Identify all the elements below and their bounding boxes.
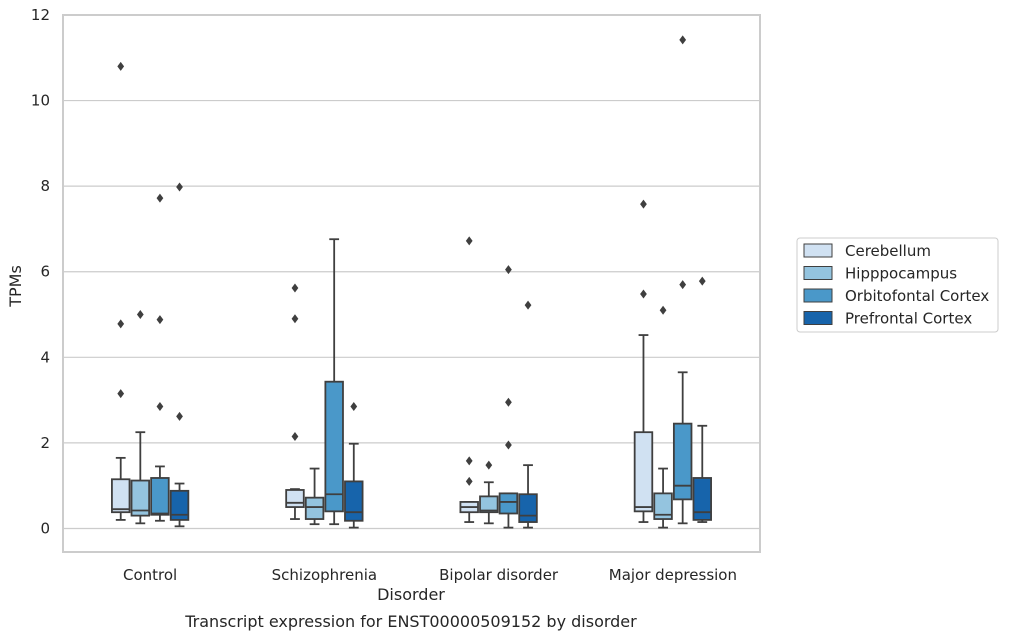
gridlines xyxy=(63,14,760,530)
box xyxy=(169,489,190,521)
box-group xyxy=(518,300,538,529)
box xyxy=(479,495,499,514)
box xyxy=(304,496,325,520)
box xyxy=(130,479,151,517)
outlier-point xyxy=(156,193,164,203)
outlier-point xyxy=(465,236,473,246)
legend-label: Cerebellum xyxy=(845,242,931,260)
y-axis-ticks: 0 2 4 6 8 10 12 xyxy=(31,6,50,537)
outlier-point xyxy=(659,305,667,315)
outlier-point xyxy=(679,280,687,290)
outlier-point xyxy=(505,265,512,275)
outlier-point xyxy=(156,315,164,325)
outlier-point xyxy=(350,402,358,412)
legend-label: Prefrontal Cortex xyxy=(845,310,972,328)
box xyxy=(633,431,654,513)
box-group xyxy=(633,199,654,523)
box-group xyxy=(459,236,479,523)
legend-swatch xyxy=(803,288,833,303)
outlier-point xyxy=(291,431,299,441)
outlier-point xyxy=(136,310,144,320)
legend-swatch xyxy=(803,311,833,325)
y-tick-label: 12 xyxy=(31,6,50,24)
y-tick-label: 6 xyxy=(40,263,50,281)
x-tick-label: Schizophrenia xyxy=(272,566,377,584)
chart-title: Transcript expression for ENST0000050915… xyxy=(184,612,637,631)
outlier-point xyxy=(640,289,647,299)
y-tick-label: 8 xyxy=(40,177,50,195)
box xyxy=(692,477,712,521)
x-axis-ticks: Control Schizophrenia Bipolar disorder Majo… xyxy=(123,566,737,584)
outlier-point xyxy=(698,276,706,286)
y-tick-label: 10 xyxy=(31,92,50,110)
outlier-point xyxy=(679,35,687,45)
box xyxy=(285,489,305,508)
outlier-point xyxy=(640,199,647,209)
outlier-point xyxy=(176,182,183,192)
legend-frame xyxy=(796,237,999,333)
box-group xyxy=(130,310,151,525)
y-axis-label: TPMs xyxy=(6,265,25,308)
outlier-point xyxy=(176,411,183,421)
outlier-point xyxy=(505,440,512,450)
box-group xyxy=(169,182,190,528)
box-group xyxy=(653,305,673,529)
outlier-point xyxy=(156,402,164,412)
box xyxy=(518,493,538,523)
box xyxy=(111,478,131,514)
legend: Cerebellum Hipppocampus Orbitofontal Corte… xyxy=(796,237,999,333)
legend-label: Orbitofontal Cortex xyxy=(845,287,989,305)
box-group xyxy=(111,61,131,521)
outlier-point xyxy=(505,397,512,407)
box-group xyxy=(324,238,344,526)
box xyxy=(344,480,364,522)
x-axis-label: Disorder xyxy=(377,585,445,604)
box xyxy=(672,422,693,501)
box-group xyxy=(304,467,325,526)
outlier-point xyxy=(117,389,125,399)
box-group xyxy=(344,402,364,529)
legend-swatch xyxy=(803,243,833,258)
x-tick-label: Bipolar disorder xyxy=(439,566,559,584)
legend-swatch xyxy=(803,266,833,280)
x-tick-label: Control xyxy=(123,566,177,584)
box-plot-series xyxy=(111,35,712,529)
box-group xyxy=(498,265,519,529)
outlier-point xyxy=(291,283,299,293)
outlier-point xyxy=(291,314,299,324)
outlier-point xyxy=(485,460,493,470)
outlier-point xyxy=(465,456,473,466)
x-tick-label: Major depression xyxy=(609,566,737,584)
box xyxy=(653,492,673,520)
box-group xyxy=(150,193,170,522)
y-tick-label: 4 xyxy=(40,348,50,366)
box-group xyxy=(672,35,693,525)
y-tick-label: 2 xyxy=(40,434,50,452)
box xyxy=(150,477,170,516)
box xyxy=(498,492,519,515)
outlier-point xyxy=(117,319,125,329)
box-group xyxy=(285,283,305,520)
legend-label: Hipppocampus xyxy=(845,265,957,283)
outlier-point xyxy=(465,476,473,486)
outlier-point xyxy=(524,300,532,310)
box xyxy=(324,380,344,513)
plot-area-frame xyxy=(62,14,761,553)
outlier-point xyxy=(117,61,125,71)
box-group xyxy=(692,276,712,523)
box-group xyxy=(479,460,499,525)
y-tick-label: 0 xyxy=(40,519,50,537)
